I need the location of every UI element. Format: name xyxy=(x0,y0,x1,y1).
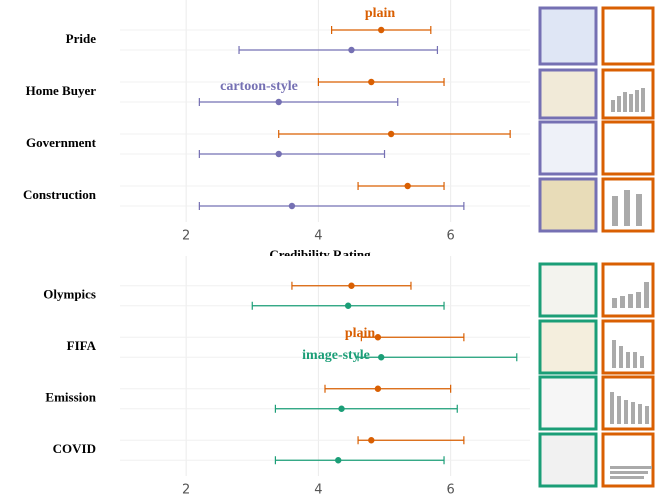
category-label: Emission xyxy=(45,390,96,405)
series-label: cartoon-style xyxy=(220,79,298,94)
series-label: plain xyxy=(345,326,376,341)
point xyxy=(375,334,381,340)
point xyxy=(388,131,394,137)
category-label: Home Buyer xyxy=(26,83,97,98)
x-tick-label: 2 xyxy=(182,229,190,244)
point xyxy=(276,99,282,105)
point xyxy=(348,47,354,53)
plot-background xyxy=(120,0,530,222)
category-label: Construction xyxy=(23,187,97,202)
category-label: Olympics xyxy=(43,287,96,302)
thumbnails xyxy=(540,8,653,486)
category-label: Pride xyxy=(66,31,97,46)
x-tick-label: 6 xyxy=(447,229,455,244)
category-label: Government xyxy=(26,135,97,150)
point xyxy=(368,437,374,443)
category-label: FIFA xyxy=(67,338,97,353)
point xyxy=(378,27,384,33)
point xyxy=(345,303,351,309)
point xyxy=(404,183,410,189)
point xyxy=(375,386,381,392)
point xyxy=(378,354,384,360)
plot-background xyxy=(120,256,530,476)
point xyxy=(368,79,374,85)
point xyxy=(335,457,341,463)
category-label: COVID xyxy=(53,441,96,456)
x-tick-label: 6 xyxy=(447,483,455,498)
series-label: plain xyxy=(365,6,396,21)
x-tick-label: 2 xyxy=(182,483,190,498)
point xyxy=(289,203,295,209)
point xyxy=(338,406,344,412)
point xyxy=(276,151,282,157)
x-tick-label: 4 xyxy=(314,483,322,498)
x-tick-label: 4 xyxy=(314,229,322,244)
chart: 246Credibility RatingPrideHome BuyerGove… xyxy=(0,0,656,501)
series-label: image-style xyxy=(302,348,370,363)
point xyxy=(348,283,354,289)
